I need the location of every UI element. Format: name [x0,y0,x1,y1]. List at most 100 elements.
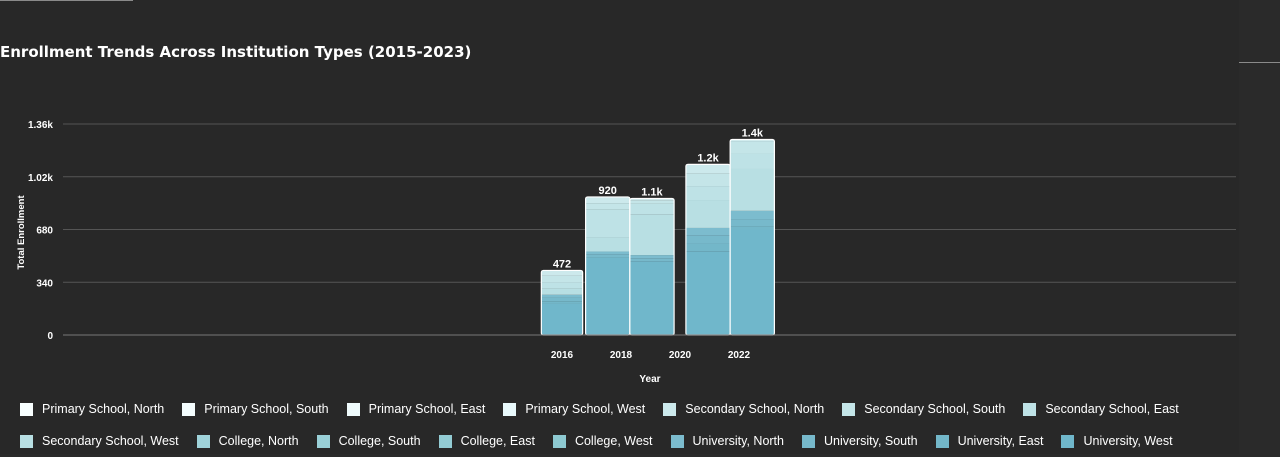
bar-total-label: 1.2k [697,152,719,164]
bar-segment [541,275,583,283]
x-tick-label: 2018 [610,350,633,361]
bar-segment [730,168,775,211]
legend-label: Secondary School, North [685,402,825,416]
legend-item[interactable]: University, South [802,434,918,448]
bar-segment [730,219,775,227]
legend-label: Secondary School, East [1045,402,1179,416]
legend-row: Secondary School, West College, North Coll… [20,425,1230,457]
legend-item[interactable]: College, North [196,434,299,448]
legend-swatch [935,434,949,448]
bar-segment [685,200,731,228]
legend-swatch [802,434,815,448]
bar-segment [541,282,583,289]
legend-item[interactable]: Primary School, North [20,402,164,416]
bar-segment [541,270,583,276]
bar-segment [685,227,731,236]
legend-swatch [20,434,33,448]
bar-segment [730,226,775,230]
legend-label: Primary School, North [42,402,165,416]
bar-segment [730,229,775,335]
bar-stack [729,138,776,336]
x-tick-label: 2020 [669,350,692,361]
y-tick-label: 680 [36,226,53,237]
legend-item[interactable]: College, South [316,434,421,448]
bar-segment [685,173,731,187]
bar-segment [541,301,583,304]
legend-label: College, South [338,434,421,448]
bar-segment [730,139,775,142]
bar-segment [629,261,675,335]
bar-segment [685,251,731,335]
legend-label: University, East [957,434,1044,448]
bar-stack [685,163,731,336]
legend-item[interactable]: Primary School, West [503,402,645,416]
legend-item[interactable]: Secondary School, West [20,434,179,448]
bar-segment [629,200,675,204]
legend-swatch [196,434,210,448]
bar-segment [585,203,630,210]
bar-segment [541,303,583,335]
legend-label: Primary School, South [204,402,329,416]
legend-item[interactable]: University, West [1061,434,1173,448]
bar-segment [685,243,731,252]
bar-stack [584,196,631,336]
legend-label: Secondary School, South [864,402,1006,416]
y-tick-label: 1.02k [28,173,53,184]
legend-label: University, West [1083,434,1173,448]
legend-label: University, South [824,434,918,448]
y-tick-label: 1.36k [28,120,53,131]
bar-segment [629,214,675,256]
legend-swatch [182,402,196,416]
y-tick-label: 0 [47,331,53,342]
legend-swatch [663,402,677,416]
chart-legend: Primary School, North Primary School, Sou… [20,393,1230,457]
legend-item[interactable]: Primary School, East [346,402,486,416]
bar-segment [730,141,775,154]
legend-label: College, West [574,434,653,448]
chart-plot: 0 340 680 1.02k 1.36k Total Enrollment 2016 201… [16,120,1236,385]
legend-label: Primary School, East [368,402,486,416]
bar-total-label: 1.1k [641,186,663,198]
legend-item[interactable]: College, East [438,434,535,448]
legend-label: University, North [692,434,784,448]
legend-item[interactable]: College, West [552,434,653,448]
y-axis-title: Total Enrollment [16,195,27,270]
bar-stack [629,197,675,336]
bar-segment [730,153,775,169]
legend-item[interactable]: Primary School, South [182,402,329,416]
legend-label: College, North [218,434,299,448]
x-axis-title: Year [639,374,660,385]
legend-swatch [20,402,33,416]
legend-swatch [1061,434,1075,448]
x-tick-label: 2016 [551,350,574,361]
bar-total-label: 1.4k [742,128,764,140]
bar-segment [629,203,675,215]
bar-total-label: 920 [599,185,617,197]
side-divider [1239,62,1280,63]
legend-swatch [316,434,330,448]
bar-segment [541,297,583,302]
legend-item[interactable]: Secondary School, South [842,402,1005,416]
legend-swatch [503,402,517,416]
legend-item[interactable]: Secondary School, North [663,402,824,416]
bar-segment [685,235,731,244]
bar-segment [585,257,630,335]
legend-swatch [1023,402,1037,416]
legend-item[interactable]: University, North [670,434,784,448]
legend-item[interactable]: Secondary School, East [1023,402,1179,416]
legend-swatch [552,434,566,448]
bar-segment [585,209,630,238]
top-divider [0,0,133,1]
bar-segment [685,186,731,201]
bar-segment [629,198,675,201]
legend-swatch [438,434,452,448]
legend-row: Primary School, North Primary School, Sou… [20,393,1230,425]
legend-label: Primary School, West [525,402,646,416]
legend-item[interactable]: University, East [935,434,1044,448]
bar-total-label: 472 [553,258,571,270]
bar-segment [685,164,731,174]
legend-swatch [670,434,684,448]
legend-swatch [842,402,856,416]
legend-label: College, East [460,434,535,448]
bar-segment [585,251,630,255]
